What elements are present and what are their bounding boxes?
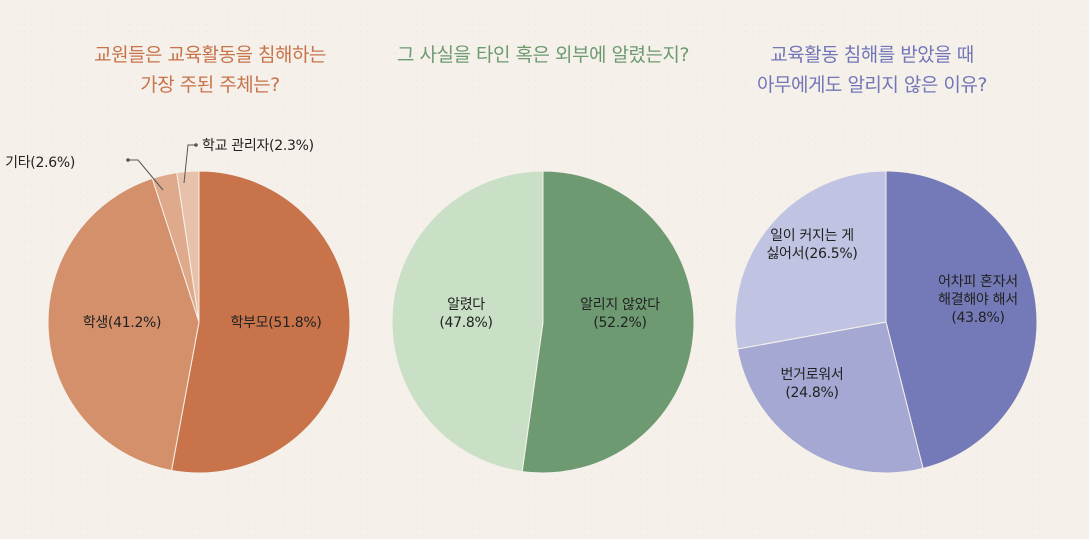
chart3-label-3: 일이 커지는 게 싫어서(26.5%): [766, 228, 857, 262]
chart3-title-line1: 교육활동 침해를 받았을 때: [770, 44, 974, 66]
chart1-label-4: 학교 관리자(2.3%): [202, 138, 314, 154]
chart2-label-2: 알렸다 (47.8%): [439, 297, 492, 331]
chart3-slice-3: [734, 170, 887, 350]
chart3-slice-1: [885, 170, 1038, 469]
chart3-slice-2: [736, 321, 924, 474]
chart1-label-3: 기타(2.6%): [5, 155, 75, 171]
chart3-label-2: 번거로워서 (24.8%): [781, 367, 844, 401]
chart1-leader-line-4: [183, 144, 196, 184]
chart1-label-2: 학생(41.2%): [83, 315, 161, 331]
chart2-title-line1: 그 사실을 타인 혹은 외부에 알렸는지?: [397, 44, 689, 66]
chart1-slice-4: [176, 170, 200, 323]
chart1-slice-1: [170, 170, 351, 474]
chart1-title-line1: 교원들은 교육활동을 침해하는: [94, 44, 326, 66]
chart1-leader-dot-4: [194, 143, 198, 147]
chart1-label-1: 학부모(51.8%): [230, 315, 321, 331]
chart2-slice-1: [521, 170, 695, 474]
chart1-slice-2: [47, 177, 200, 472]
chart3-title: 교육활동 침해를 받았을 때 아무에게도 알리지 않은 이유?: [757, 40, 987, 100]
chart3-label-1: 어차피 혼자서 해결해야 해서 (43.8%): [938, 274, 1018, 326]
chart1-leader-line-3: [128, 159, 164, 191]
chart1-leader-dot-3: [126, 158, 130, 162]
chart2-title: 그 사실을 타인 혹은 외부에 알렸는지?: [397, 40, 689, 70]
chart1-title-line2: 가장 주된 주체는?: [140, 74, 280, 96]
chart2-slice-2: [391, 170, 544, 473]
chart3-title-line2: 아무에게도 알리지 않은 이유?: [757, 74, 987, 96]
chart2-label-1: 알리지 않았다 (52.2%): [580, 297, 660, 331]
chart1-title: 교원들은 교육활동을 침해하는 가장 주된 주체는?: [94, 40, 326, 100]
